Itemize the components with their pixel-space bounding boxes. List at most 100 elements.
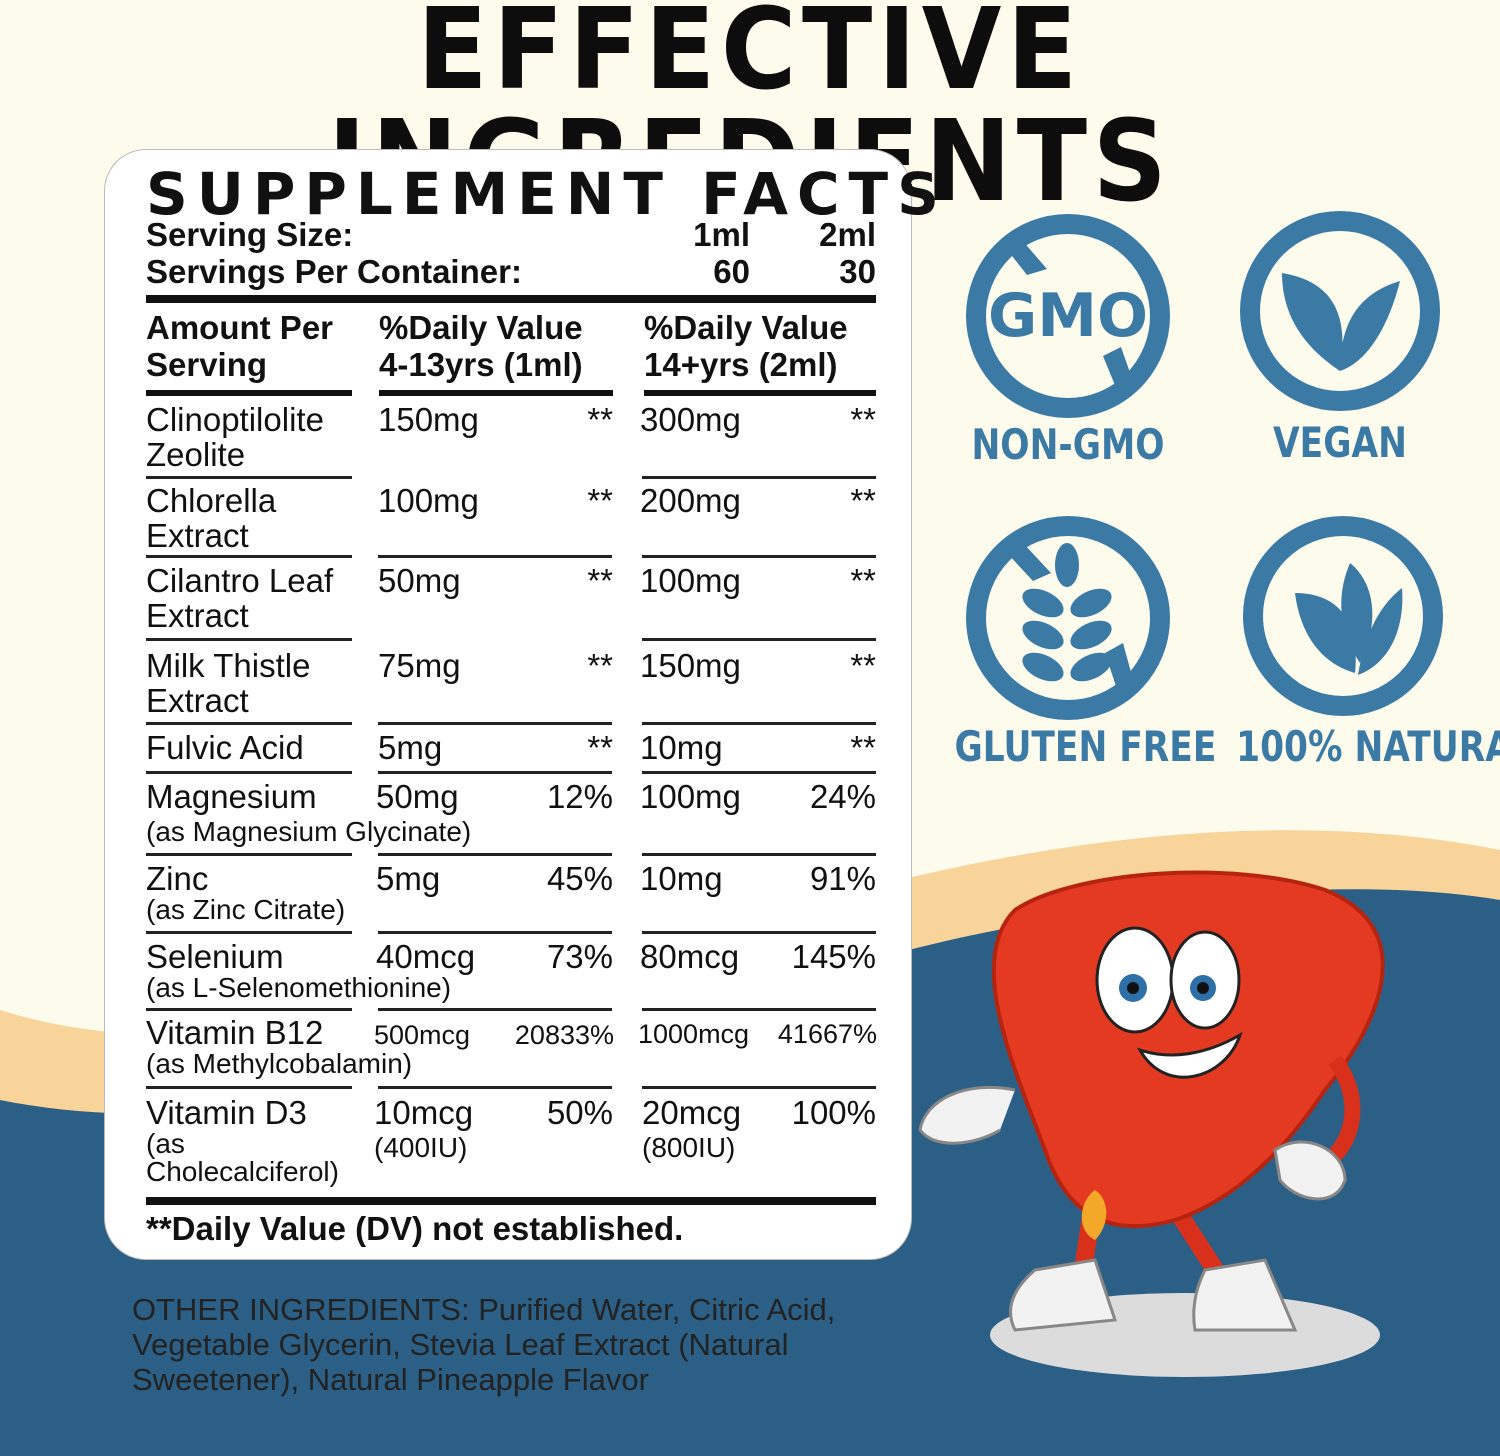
other-ingredients: OTHER INGREDIENTS: Purified Water, Citri… bbox=[132, 1292, 912, 1397]
dv-1: ** bbox=[587, 482, 613, 519]
header-dv1-line1: %Daily Value bbox=[379, 309, 583, 346]
amount-2: 10mg bbox=[640, 860, 723, 897]
dv-1: 12% bbox=[546, 778, 613, 815]
row-divider bbox=[146, 1008, 352, 1011]
dv-1: ** bbox=[587, 729, 613, 766]
other-ingredients-label: OTHER INGREDIENTS: bbox=[132, 1292, 470, 1327]
dv-2: 24% bbox=[809, 778, 876, 815]
supplement-facts-title: SUPPLEMENT FACTS bbox=[146, 160, 948, 228]
row-divider bbox=[146, 1086, 352, 1089]
row-divider bbox=[146, 931, 352, 934]
header-amount-line2: Serving bbox=[146, 346, 268, 383]
divider-thick bbox=[146, 295, 876, 303]
dv-2: ** bbox=[850, 562, 876, 599]
ingredient-name-2: Zeolite bbox=[146, 436, 246, 473]
no-wheat-icon bbox=[966, 516, 1170, 720]
row-divider bbox=[378, 555, 612, 558]
amount-1: 5mg bbox=[378, 729, 443, 766]
dv-2: ** bbox=[850, 482, 876, 519]
dv-2: 91% bbox=[809, 860, 876, 897]
dv-1: 45% bbox=[546, 860, 613, 897]
ingredient-name-2: Extract bbox=[146, 597, 249, 634]
amount-2: 100mg bbox=[640, 562, 741, 599]
row-divider bbox=[642, 1008, 876, 1011]
row-divider bbox=[642, 771, 876, 774]
footnote: **Daily Value (DV) not established. bbox=[146, 1210, 684, 1247]
amount-2: 300mg bbox=[640, 401, 741, 438]
dv-1: ** bbox=[587, 401, 613, 438]
ingredient-source: (as Magnesium Glycinate) bbox=[146, 816, 472, 847]
header-dv2-line1: %Daily Value bbox=[644, 309, 848, 346]
row-divider bbox=[378, 1086, 612, 1089]
divider bbox=[379, 390, 613, 396]
badge-label-gluten-free: GLUTEN FREE bbox=[954, 722, 1217, 771]
servings-per-container-label: Servings Per Container: bbox=[146, 253, 522, 290]
ingredient-name: Milk Thistle bbox=[146, 647, 311, 684]
dv-1: 20833% bbox=[514, 1020, 614, 1050]
svg-text:GMO: GMO bbox=[988, 281, 1148, 351]
servings-1: 60 bbox=[713, 253, 750, 290]
ingredient-name: Cilantro Leaf bbox=[146, 562, 334, 599]
dv-1: ** bbox=[587, 647, 613, 684]
row-divider bbox=[642, 931, 876, 934]
ingredient-source: (as L-Selenomethionine) bbox=[146, 972, 452, 1003]
divider bbox=[644, 390, 876, 396]
header-dv1-line2: 4-13yrs (1ml) bbox=[379, 346, 583, 383]
amount-2: 200mg bbox=[640, 482, 741, 519]
row-divider bbox=[378, 931, 612, 934]
row-divider bbox=[642, 722, 876, 725]
amount-2: 1000mcg bbox=[638, 1019, 750, 1049]
row-divider bbox=[642, 555, 876, 558]
badge-label-non-gmo: NON-GMO bbox=[971, 420, 1165, 469]
amount-1: 75mg bbox=[378, 647, 461, 684]
amount-1-iu: (400IU) bbox=[374, 1132, 468, 1163]
amount-2: 100mg bbox=[640, 778, 741, 815]
serving-size-2: 2ml bbox=[819, 216, 876, 253]
natural-leaves-icon bbox=[1243, 516, 1443, 716]
dv-2: 145% bbox=[791, 938, 876, 975]
ingredient-name: Vitamin D3 bbox=[146, 1094, 307, 1131]
ingredient-source: (as Zinc Citrate) bbox=[146, 894, 346, 925]
dv-2: ** bbox=[850, 729, 876, 766]
ingredient-name: Vitamin B12 bbox=[146, 1014, 324, 1051]
row-divider bbox=[146, 722, 352, 725]
ingredient-name: Magnesium bbox=[146, 778, 317, 815]
dv-2: 41667% bbox=[777, 1019, 877, 1049]
amount-2: 20mcg bbox=[642, 1094, 742, 1131]
ingredient-source: (as Methylcobalamin) bbox=[146, 1048, 413, 1079]
amount-1: 100mg bbox=[378, 482, 479, 519]
ingredient-name: Chlorella bbox=[146, 482, 277, 519]
serving-size-label: Serving Size: bbox=[146, 216, 354, 253]
header-dv2-line2: 14+yrs (2ml) bbox=[644, 346, 838, 383]
amount-2-iu: (800IU) bbox=[642, 1132, 736, 1163]
ingredient-name-2: Extract bbox=[146, 682, 249, 719]
row-divider bbox=[146, 853, 352, 856]
row-divider bbox=[642, 476, 876, 479]
row-divider bbox=[146, 771, 352, 774]
dv-2: ** bbox=[850, 647, 876, 684]
row-divider bbox=[642, 1086, 876, 1089]
amount-1: 5mg bbox=[376, 860, 441, 897]
supplement-facts-panel bbox=[104, 149, 912, 1260]
amount-2: 150mg bbox=[640, 647, 741, 684]
amount-1: 40mcg bbox=[376, 938, 476, 975]
amount-1: 10mcg bbox=[374, 1094, 474, 1131]
dv-2: ** bbox=[850, 401, 876, 438]
amount-1: 50mg bbox=[376, 778, 459, 815]
row-divider bbox=[146, 638, 352, 641]
vegan-leaf-icon bbox=[1240, 211, 1440, 411]
other-ingredients-text: Purified Water, Citric Acid, Vegetable G… bbox=[132, 1292, 836, 1397]
row-divider bbox=[146, 555, 352, 558]
divider-thick bbox=[146, 1197, 876, 1205]
amount-1: 150mg bbox=[378, 401, 479, 438]
servings-2: 30 bbox=[839, 253, 876, 290]
badge-label-vegan: VEGAN bbox=[1273, 418, 1407, 467]
amount-1: 500mcg bbox=[374, 1020, 471, 1050]
ingredient-name: Zinc bbox=[146, 860, 209, 897]
amount-1: 50mg bbox=[378, 562, 461, 599]
header-amount-line1: Amount Per bbox=[146, 309, 334, 346]
badge-label-100-natural: 100% NATURAL bbox=[1236, 722, 1500, 771]
row-divider bbox=[378, 722, 612, 725]
dv-2: 100% bbox=[791, 1094, 876, 1131]
row-divider bbox=[378, 1008, 612, 1011]
